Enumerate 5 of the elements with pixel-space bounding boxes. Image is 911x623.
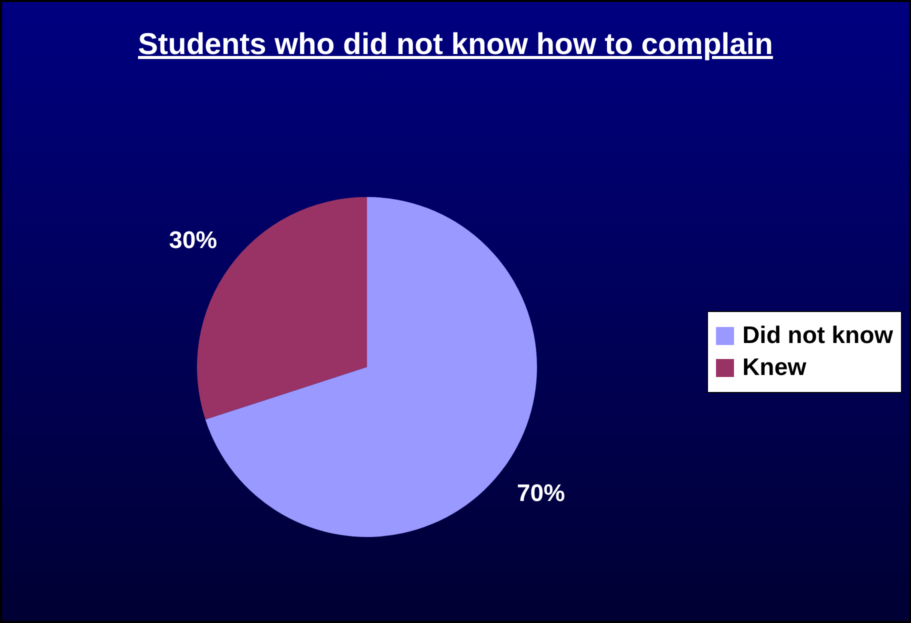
- data-label: 70%: [516, 480, 565, 507]
- legend-label: Did not know: [742, 322, 893, 350]
- chart-title: Students who did not know how to complain: [137, 28, 774, 62]
- data-label: 30%: [169, 227, 218, 254]
- legend-label: Knew: [742, 354, 806, 382]
